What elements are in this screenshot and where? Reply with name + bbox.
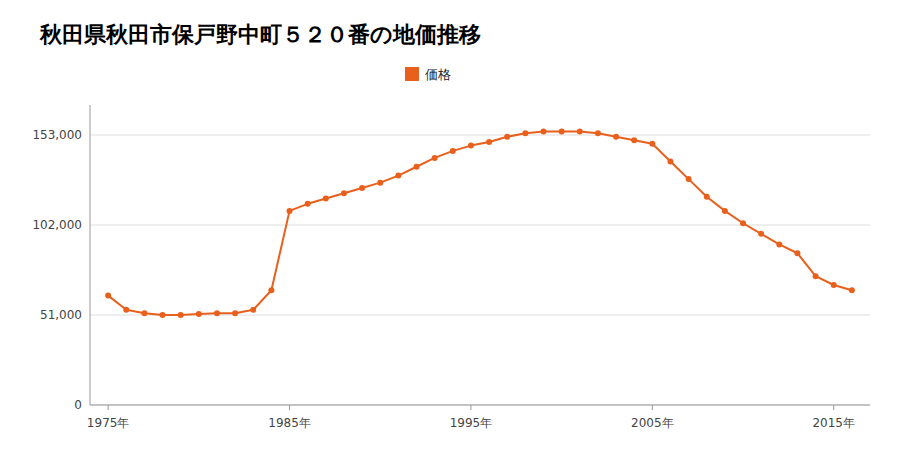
point [232, 310, 238, 316]
point [468, 143, 474, 149]
point [704, 194, 710, 200]
point [486, 139, 492, 145]
point [649, 141, 655, 147]
grid-line [90, 225, 870, 226]
point [776, 241, 782, 247]
line [108, 131, 852, 315]
point [522, 130, 528, 136]
x-axis-line [90, 405, 870, 406]
point [141, 310, 147, 316]
x-tick-label: 2005年 [631, 416, 674, 430]
point [359, 185, 365, 191]
y-tick-label: 102,000 [32, 218, 82, 232]
point [613, 134, 619, 140]
x-tick [833, 405, 834, 410]
point [849, 287, 855, 293]
y-tick-label: 51,000 [40, 308, 82, 322]
point [395, 173, 401, 179]
x-tick [108, 405, 109, 410]
chart-container: 秋田県秋田市保戸野中町５２０番の地価推移 0 51,000 102,000 153,00… [0, 0, 900, 450]
point [758, 231, 764, 237]
point [377, 180, 383, 186]
point [686, 176, 692, 182]
legend-label: 価格 [425, 67, 451, 82]
point [250, 307, 256, 313]
x-tick-label: 1985年 [268, 416, 311, 430]
point [540, 128, 546, 134]
y-tick-label: 153,000 [32, 128, 82, 142]
point [323, 196, 329, 202]
point [740, 220, 746, 226]
point [414, 164, 420, 170]
point [831, 282, 837, 288]
x-tick [289, 405, 290, 410]
point [450, 148, 456, 154]
legend-swatch [405, 67, 419, 81]
point [196, 311, 202, 317]
chart: 秋田県秋田市保戸野中町５２０番の地価推移 0 51,000 102,000 153,00… [0, 0, 900, 450]
x-tick-label: 1995年 [450, 416, 493, 430]
point [268, 287, 274, 293]
point [178, 312, 184, 318]
point [813, 273, 819, 279]
x-tick [470, 405, 471, 410]
point [123, 307, 129, 313]
y-axis-line [90, 105, 91, 405]
point [432, 155, 438, 161]
point [631, 137, 637, 143]
point [667, 158, 673, 164]
point [105, 293, 111, 299]
point [214, 310, 220, 316]
point [504, 134, 510, 140]
point [595, 130, 601, 136]
plot-area [105, 128, 855, 318]
legend: 価格 [405, 67, 451, 82]
point [722, 208, 728, 214]
x-tick-label: 1975年 [87, 416, 130, 430]
point [577, 128, 583, 134]
y-tick-label: 0 [74, 398, 82, 412]
title: 秋田県秋田市保戸野中町５２０番の地価推移 [39, 22, 481, 47]
point [794, 250, 800, 256]
grid [90, 135, 870, 405]
point [287, 208, 293, 214]
grid-line [90, 405, 870, 406]
point [160, 312, 166, 318]
x-tick [652, 405, 653, 410]
point [559, 128, 565, 134]
x-tick-label: 2015年 [812, 416, 855, 430]
point [341, 190, 347, 196]
point [305, 201, 311, 207]
grid-line [90, 135, 870, 136]
